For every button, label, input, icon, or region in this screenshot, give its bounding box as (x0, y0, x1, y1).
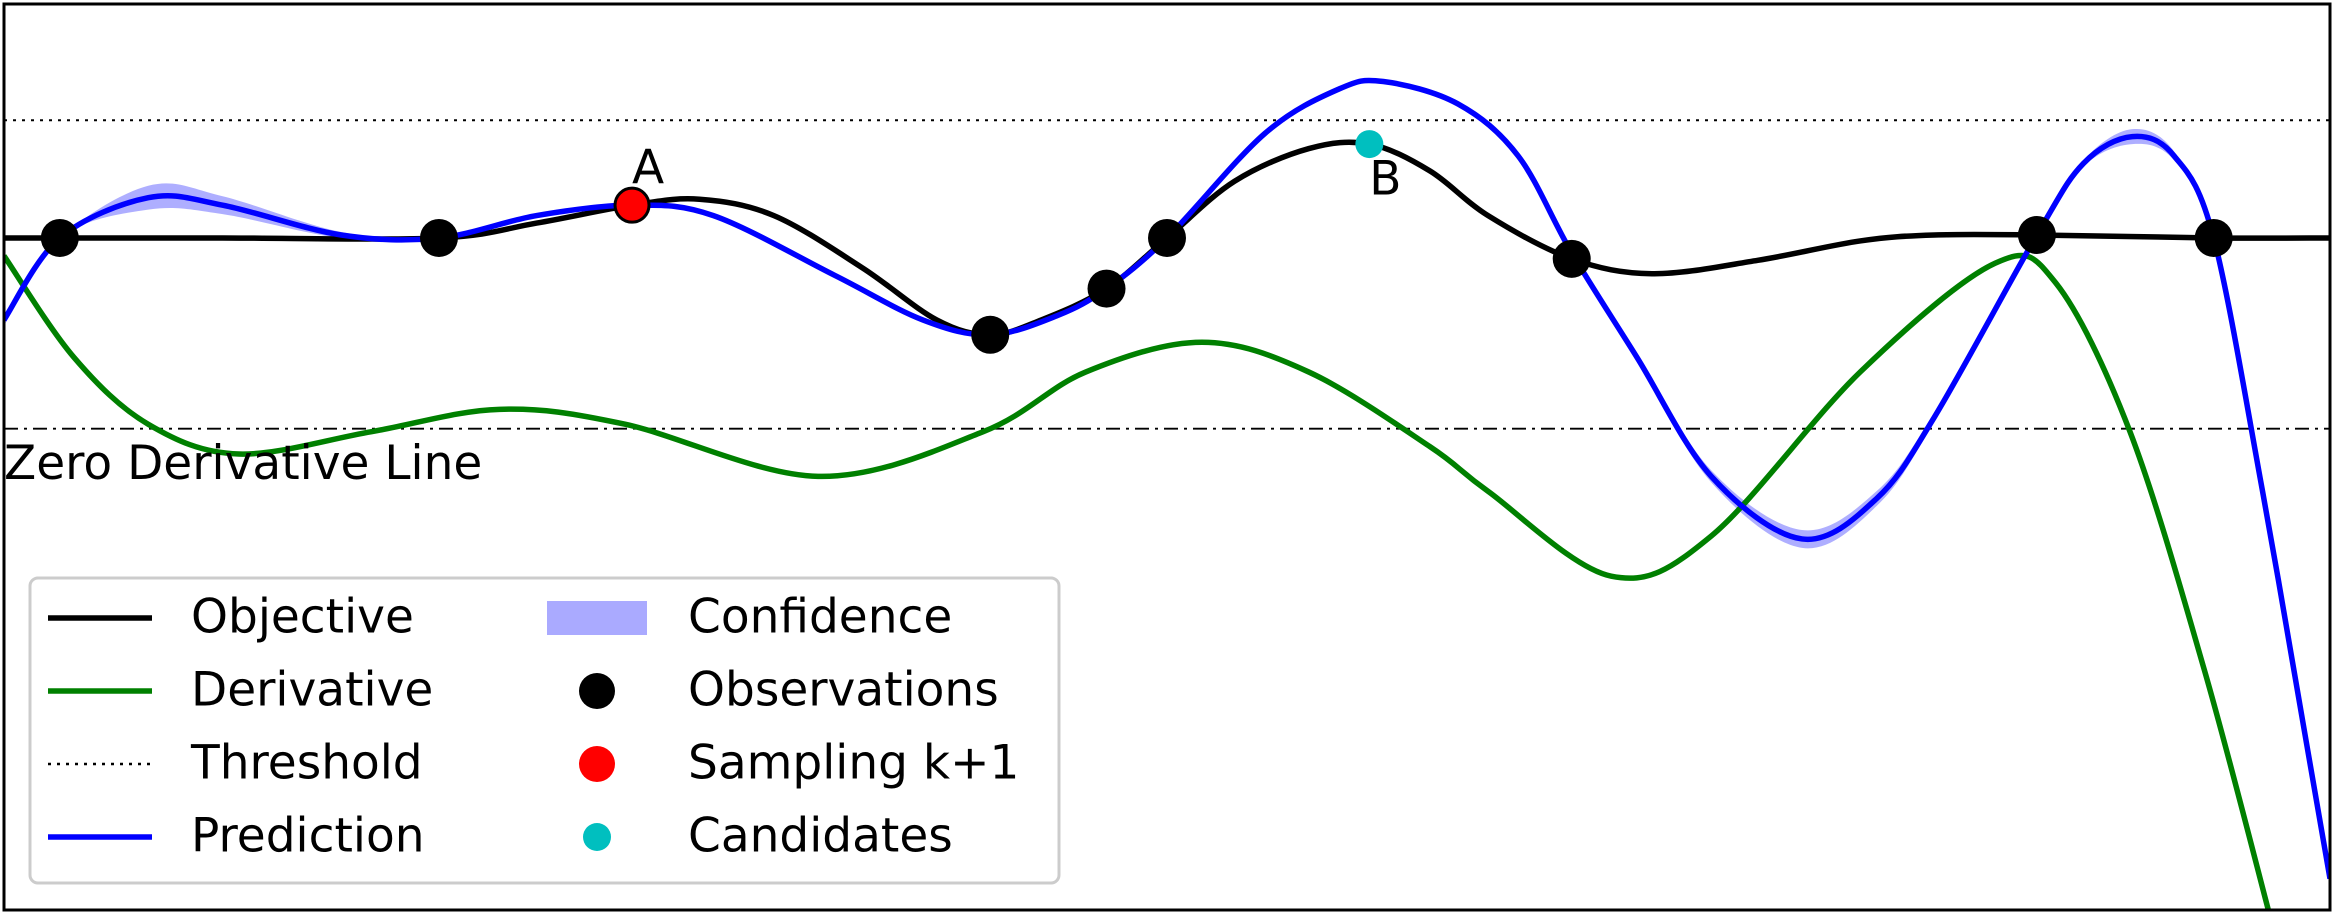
legend-label: Sampling k+1 (688, 736, 1019, 791)
legend-label: Candidates (688, 809, 953, 864)
data-point (2017, 215, 2056, 254)
series-line (4, 252, 2272, 910)
data-point (2194, 218, 2233, 257)
data-point (1355, 130, 1384, 159)
legend-box (28, 576, 1061, 885)
plot-area (4, 77, 2330, 910)
legend-label: Confidence (688, 590, 952, 645)
legend-handle (547, 601, 647, 635)
data-point (971, 315, 1010, 354)
reference-label: Zero Derivative Line (4, 436, 482, 491)
data-point (613, 186, 651, 224)
data-point (40, 218, 79, 257)
annotation: B (1369, 152, 1401, 207)
series-line (4, 77, 2330, 880)
legend-label: Observations (688, 663, 999, 718)
data-point (1148, 218, 1186, 257)
legend-handle (583, 823, 611, 851)
legend-label: Derivative (191, 663, 433, 718)
data-point (419, 218, 458, 257)
legend: Objective Derivative Threshold Prediction Co… (28, 576, 1061, 885)
data-point (1552, 239, 1591, 278)
legend-label: Prediction (191, 809, 425, 864)
annotation: A (632, 141, 664, 196)
data-point (1087, 269, 1126, 308)
legend-label: Threshold (190, 736, 423, 791)
legend-handle (579, 746, 615, 782)
legend-label: Objective (191, 590, 414, 645)
legend-handle (579, 673, 615, 709)
